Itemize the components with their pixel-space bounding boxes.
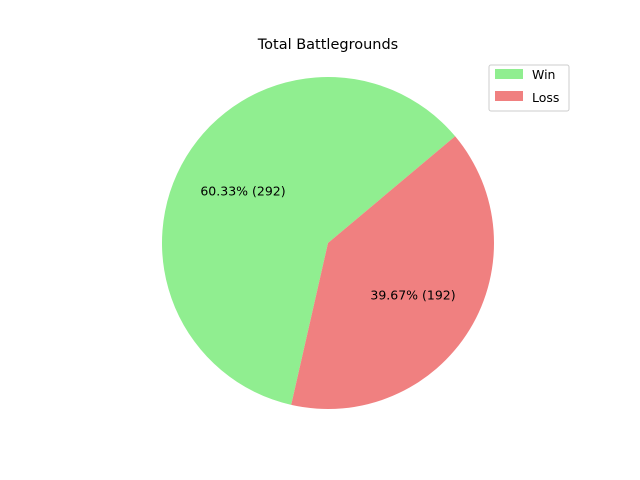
legend-label-loss: Loss: [532, 90, 559, 105]
pie-slice-loss: [291, 136, 495, 410]
pie-slice-label-win: 60.33% (292): [200, 184, 285, 199]
legend-swatch-loss: [495, 91, 523, 101]
pie-slice-label-loss: 39.67% (192): [370, 287, 455, 302]
legend: Win Loss: [488, 64, 570, 112]
pie-slice-win: [162, 77, 456, 405]
pie-slice-labels: 60.33% (292) 39.67% (192): [200, 184, 455, 303]
chart-title: Total Battlegrounds: [257, 37, 398, 53]
pie-slices: [162, 77, 495, 410]
legend-swatch-win: [495, 69, 523, 79]
legend-label-win: Win: [532, 67, 555, 82]
